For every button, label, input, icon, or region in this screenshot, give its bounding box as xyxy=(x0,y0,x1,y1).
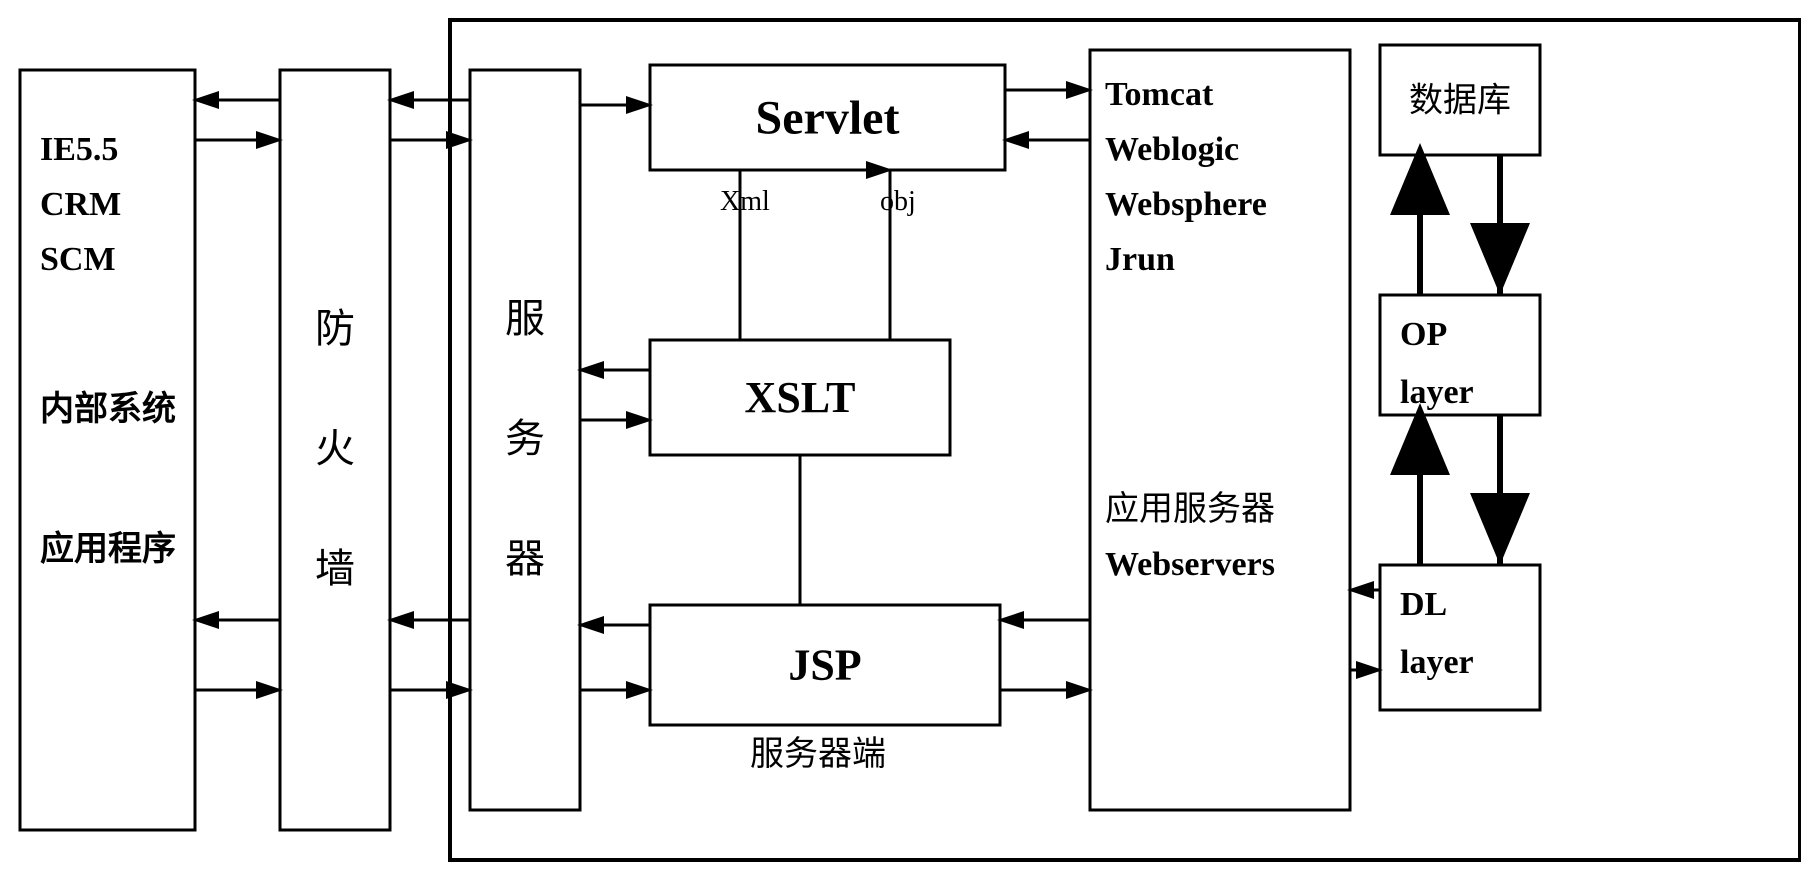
firewall-char-1: 火 xyxy=(315,426,355,471)
firewall-char-0: 防 xyxy=(315,306,355,351)
server-char-2: 器 xyxy=(505,536,545,581)
xslt-label: XSLT xyxy=(745,373,856,422)
label-app_srv_line4: Jrun xyxy=(1105,241,1175,278)
label-obj: obj xyxy=(880,186,916,217)
label-app_srv_line6: Webservers xyxy=(1105,546,1275,583)
firewall-char-2: 墙 xyxy=(315,546,355,591)
database-label: 数据库 xyxy=(1409,81,1511,119)
op_layer-line-1: layer xyxy=(1400,374,1474,411)
dl_layer-line-1: layer xyxy=(1400,644,1474,681)
label-app_srv_line5: 应用服务器 xyxy=(1105,490,1275,528)
servlet-label: Servlet xyxy=(756,92,900,145)
client-line-4: 应用程序 xyxy=(40,530,176,568)
label-app_srv_line1: Tomcat xyxy=(1105,76,1214,113)
client-line-2: SCM xyxy=(40,241,116,278)
label-app_srv_line2: Weblogic xyxy=(1105,131,1239,168)
jsp-label: JSP xyxy=(788,641,861,690)
label-xml: Xml xyxy=(720,186,770,217)
client-box xyxy=(20,70,195,830)
op_layer-line-0: OP xyxy=(1400,316,1447,353)
client-line-1: CRM xyxy=(40,186,121,223)
client-line-0: IE5.5 xyxy=(40,131,118,168)
server-char-1: 务 xyxy=(505,416,545,461)
server-char-0: 服 xyxy=(505,296,545,341)
label-server_side: 服务器端 xyxy=(750,735,886,773)
dl_layer-line-0: DL xyxy=(1400,586,1447,623)
label-app_srv_line3: Websphere xyxy=(1105,186,1267,223)
client-line-3: 内部系统 xyxy=(40,390,176,428)
